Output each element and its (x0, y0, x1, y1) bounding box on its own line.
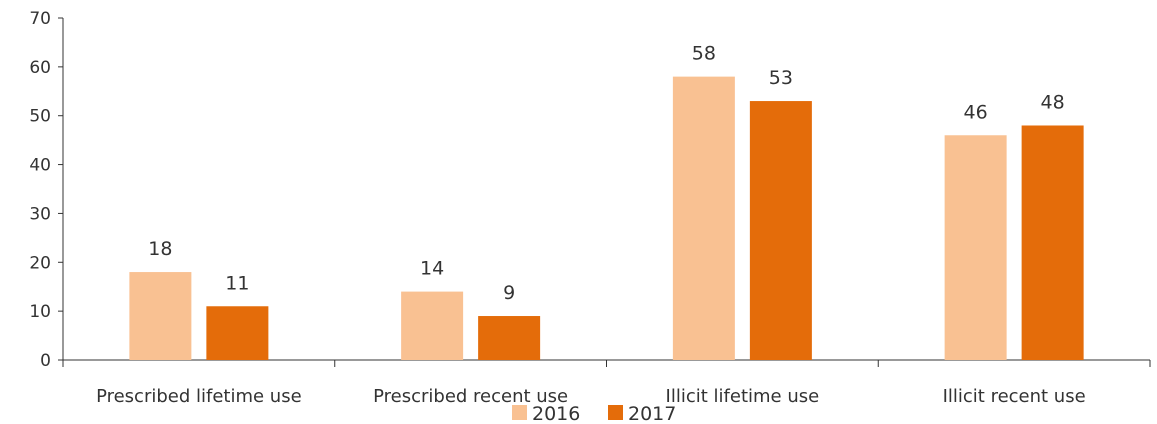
data-label-prescribed-recent-use-2016: 14 (420, 258, 444, 280)
bar-prescribed-lifetime-use-2017 (206, 306, 269, 360)
data-label-illicit-recent-use-2016: 46 (964, 101, 988, 123)
y-tick-label: 20 (29, 253, 51, 273)
bar-illicit-lifetime-use-2016 (672, 76, 735, 360)
bar-illicit-recent-use-2016 (944, 135, 1007, 360)
bar-prescribed-recent-use-2017 (478, 316, 541, 360)
y-tick-label: 10 (29, 302, 51, 322)
y-tick-label: 30 (29, 204, 51, 224)
x-category-label-illicit-recent-use: Illicit recent use (943, 386, 1086, 407)
x-category-label-prescribed-recent-use: Prescribed recent use (373, 386, 568, 407)
y-tick-label: 70 (29, 9, 51, 29)
legend-label-2016: 2016 (532, 403, 580, 424)
y-tick-label: 40 (29, 156, 51, 176)
data-label-prescribed-lifetime-use-2017: 11 (225, 272, 249, 294)
data-label-prescribed-recent-use-2017: 9 (503, 282, 515, 304)
x-category-label-illicit-lifetime-use: Illicit lifetime use (666, 386, 820, 407)
legend-swatch-2017 (608, 405, 623, 420)
data-label-illicit-lifetime-use-2017: 53 (769, 67, 793, 89)
bar-illicit-lifetime-use-2017 (749, 101, 812, 361)
legend-label-2017: 2017 (628, 403, 676, 424)
data-labels: 18 11 14 9 58 53 46 48 (148, 43, 1064, 304)
legend: 2016 2017 (512, 403, 676, 424)
data-label-illicit-lifetime-use-2016: 58 (692, 43, 716, 65)
y-tick-label: 0 (40, 351, 51, 371)
y-tick-label: 50 (29, 107, 51, 127)
y-axis: 0 10 20 30 40 50 60 70 (29, 9, 64, 371)
legend-swatch-2016 (512, 405, 527, 420)
x-axis: Prescribed lifetime use Prescribed recent… (62, 359, 1151, 407)
bar-prescribed-recent-use-2016 (401, 291, 464, 360)
bar-illicit-recent-use-2017 (1021, 125, 1084, 360)
bar-prescribed-lifetime-use-2016 (129, 272, 192, 360)
y-tick-label: 60 (29, 58, 51, 78)
data-label-illicit-recent-use-2017: 48 (1041, 91, 1065, 113)
bars (129, 76, 1084, 361)
x-category-label-prescribed-lifetime-use: Prescribed lifetime use (96, 386, 302, 407)
data-label-prescribed-lifetime-use-2016: 18 (148, 238, 172, 260)
